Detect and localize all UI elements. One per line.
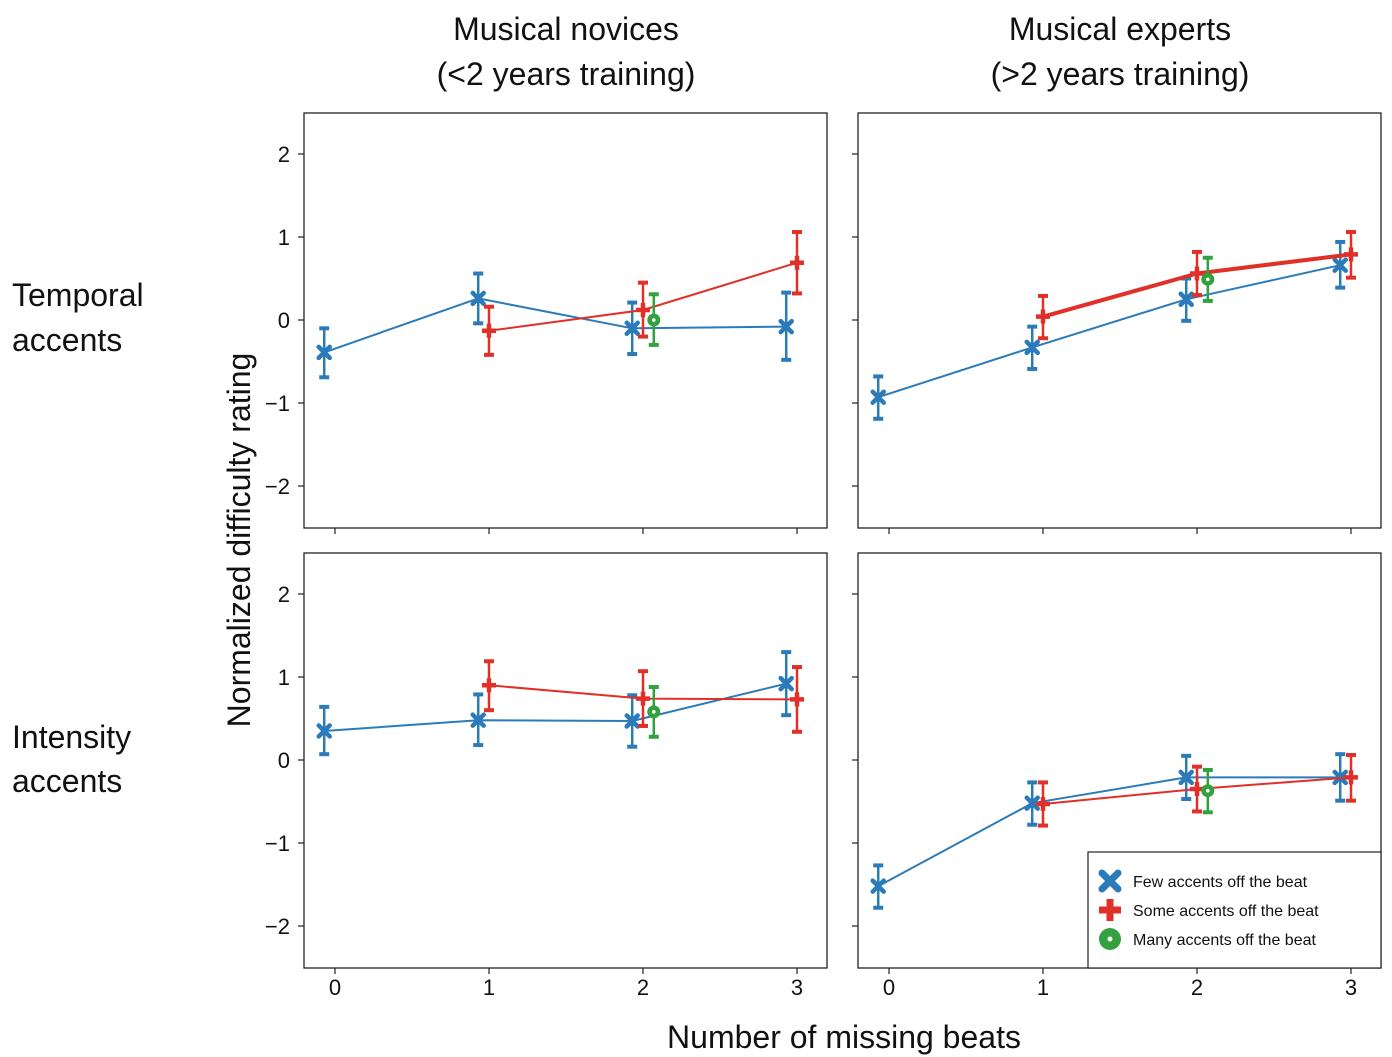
y-tick-label: −1 <box>265 831 290 856</box>
y-tick-label: 0 <box>278 308 290 333</box>
x-marker <box>1024 339 1040 356</box>
y-tick-label: −1 <box>265 391 290 416</box>
circle-dot-icon-center <box>1107 936 1113 942</box>
column-title-novices-line1: Musical novices <box>453 11 679 47</box>
axis-ticks <box>298 153 1352 974</box>
x-tick-label: 0 <box>329 975 341 1000</box>
legend-markers <box>1098 869 1122 950</box>
legend-label-some: Some accents off the beat <box>1133 903 1319 920</box>
x-marker <box>778 318 794 335</box>
x-marker <box>624 320 640 337</box>
x-tick-label: 3 <box>791 975 803 1000</box>
y-tick-label: 0 <box>278 748 290 773</box>
series-line <box>877 264 1341 399</box>
row-label-temporal-line2: accents <box>12 322 122 358</box>
y-tick-label: 2 <box>278 582 290 607</box>
plus-marker <box>1344 770 1358 785</box>
column-title-experts-line2: (>2 years training) <box>991 56 1250 92</box>
plus-marker <box>636 691 650 706</box>
y-tick-labels-temporal: 2 1 0 −1 −2 <box>265 142 290 499</box>
legend-label-many: Many accents off the beat <box>1133 932 1316 949</box>
plus-marker <box>482 323 496 338</box>
x-tick-label: 1 <box>483 975 495 1000</box>
row-label-intensity-line2: accents <box>12 763 122 799</box>
x-marker <box>470 290 486 307</box>
plus-icon <box>1099 899 1121 921</box>
legend-box <box>1087 851 1382 969</box>
plus-marker <box>790 255 804 270</box>
plus-marker <box>636 303 650 318</box>
x-marker <box>1332 257 1348 273</box>
y-axis-label: Normalized difficulty rating <box>221 353 257 728</box>
plus-marker <box>1036 309 1050 324</box>
circle-marker-dot <box>1205 277 1210 282</box>
legend-label-few: Few accents off the beat <box>1133 874 1308 891</box>
row-label-temporal-line1: Temporal <box>12 277 144 313</box>
data-marks <box>316 230 1358 910</box>
x-marker <box>1024 795 1040 811</box>
x-marker <box>870 389 886 405</box>
x-tick-label: 0 <box>883 975 895 1000</box>
series-line <box>323 297 787 354</box>
plus-marker <box>1190 266 1204 281</box>
x-tick-label: 2 <box>637 975 649 1000</box>
plus-marker <box>1036 796 1050 811</box>
x-tick-labels-novices: 0 1 2 3 <box>329 975 803 1000</box>
y-tick-labels-intensity: 2 1 0 −1 −2 <box>265 582 290 939</box>
circle-marker-dot <box>651 318 656 322</box>
x-marker <box>624 713 640 729</box>
plus-marker <box>1344 247 1358 262</box>
x-icon <box>1098 869 1122 893</box>
series-line <box>324 682 787 732</box>
panel-frame-intensity-novices <box>303 552 828 969</box>
y-tick-label: 1 <box>278 665 290 690</box>
x-tick-label: 1 <box>1037 975 1049 1000</box>
circle-marker-dot <box>651 710 656 714</box>
x-marker <box>778 675 794 692</box>
column-title-novices-line2: (<2 years training) <box>437 56 696 92</box>
x-tick-labels-experts: 0 1 2 3 <box>883 975 1357 1000</box>
circle-marker-dot <box>1205 788 1210 793</box>
x-marker <box>1178 769 1194 786</box>
x-tick-label: 3 <box>1345 975 1357 1000</box>
x-marker <box>1178 291 1194 307</box>
x-marker <box>316 344 332 361</box>
row-label-intensity-line1: Intensity <box>12 719 131 755</box>
y-tick-label: 1 <box>278 225 290 250</box>
column-title-experts-line1: Musical experts <box>1009 11 1231 47</box>
x-marker <box>470 712 486 728</box>
x-axis-label: Number of missing beats <box>667 1019 1021 1055</box>
x-marker <box>870 878 886 894</box>
y-tick-label: −2 <box>265 474 290 499</box>
x-tick-label: 2 <box>1191 975 1203 1000</box>
legend: Few accents off the beat Some accents of… <box>1087 851 1382 969</box>
x-marker <box>316 723 332 739</box>
series-line <box>877 776 1341 888</box>
plus-marker <box>790 692 804 707</box>
y-tick-label: 2 <box>278 142 290 167</box>
y-tick-label: −2 <box>265 914 290 939</box>
plus-marker <box>482 678 496 693</box>
